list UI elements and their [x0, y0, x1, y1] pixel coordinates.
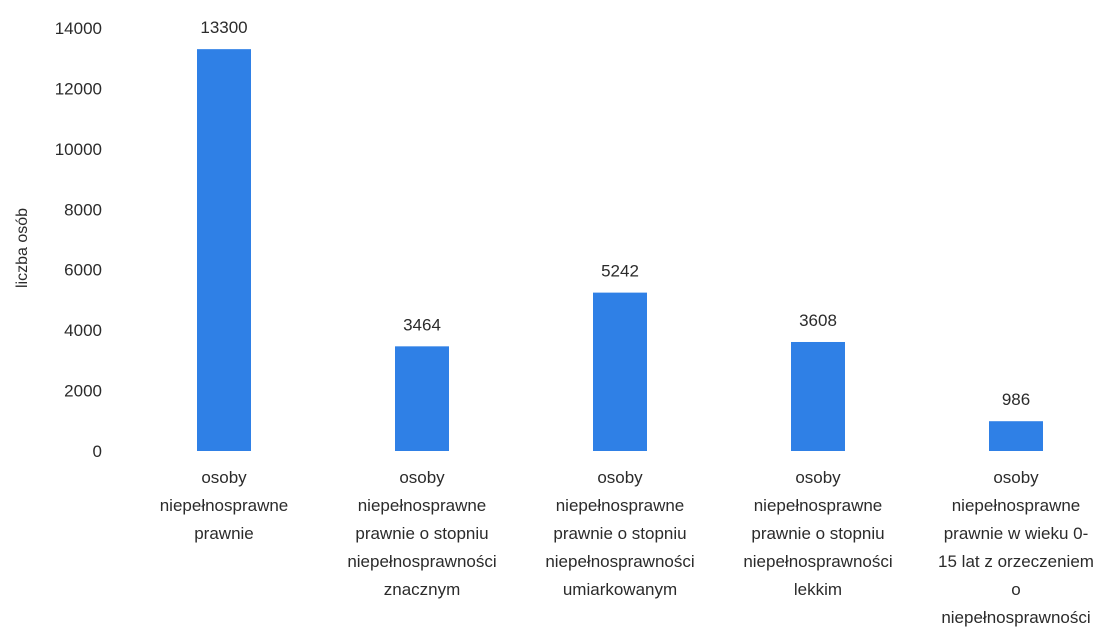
y-tick-label: 0	[93, 442, 102, 461]
x-tick-label: osoby	[597, 468, 643, 487]
data-labels: 13300 3464 5242 3608 986	[200, 18, 1030, 409]
y-axis-ticks: 0 2000 4000 6000 8000 10000 12000 14000	[55, 19, 102, 461]
y-tick-label: 12000	[55, 79, 102, 98]
x-tick-label: prawnie w wieku 0-	[944, 524, 1089, 543]
x-tick-label: niepełnosprawne	[160, 496, 289, 515]
y-tick-label: 2000	[64, 382, 102, 401]
data-label: 3608	[799, 311, 837, 330]
x-tick-label: osoby	[201, 468, 247, 487]
x-tick-label: lekkim	[794, 580, 842, 599]
x-tick-label: niepełnosprawności	[743, 552, 892, 571]
x-tick-label: niepełnosprawności	[347, 552, 496, 571]
bars	[197, 49, 1043, 452]
x-tick-label: o	[1011, 580, 1020, 599]
x-tick-label: prawnie o stopniu	[355, 524, 488, 543]
y-tick-label: 14000	[55, 19, 102, 38]
x-tick-label: 15 lat z orzeczeniem	[938, 552, 1094, 571]
x-tick-label: niepełnosprawne	[754, 496, 883, 515]
data-label: 3464	[403, 315, 441, 334]
x-tick-label: niepełnosprawne	[952, 496, 1081, 515]
y-axis-label: liczba osób	[14, 208, 31, 288]
x-tick-label: osoby	[399, 468, 445, 487]
data-label: 5242	[601, 262, 639, 281]
y-tick-label: 6000	[64, 261, 102, 280]
y-tick-label: 10000	[55, 140, 102, 159]
data-label: 13300	[200, 18, 247, 37]
x-tick-label: niepełnosprawności	[545, 552, 694, 571]
x-tick-label: niepełnosprawności	[941, 608, 1090, 627]
bar	[197, 49, 251, 452]
bar	[791, 341, 845, 451]
x-tick-label: osoby	[795, 468, 841, 487]
bar	[989, 421, 1043, 451]
y-tick-label: 4000	[64, 321, 102, 340]
bar	[593, 292, 647, 451]
x-tick-label: prawnie o stopniu	[553, 524, 686, 543]
x-tick-label: osoby	[993, 468, 1039, 487]
x-tick-label: znacznym	[384, 580, 461, 599]
x-tick-label: prawnie o stopniu	[751, 524, 884, 543]
bar	[395, 346, 449, 451]
data-label: 986	[1002, 390, 1030, 409]
x-tick-label: niepełnosprawne	[358, 496, 487, 515]
x-tick-label: umiarkowanym	[563, 580, 677, 599]
x-axis-labels: osoby niepełnosprawne prawnie osoby niepełno…	[160, 468, 1094, 627]
x-tick-label: niepełnosprawne	[556, 496, 685, 515]
x-tick-label: prawnie	[194, 524, 254, 543]
y-tick-label: 8000	[64, 200, 102, 219]
